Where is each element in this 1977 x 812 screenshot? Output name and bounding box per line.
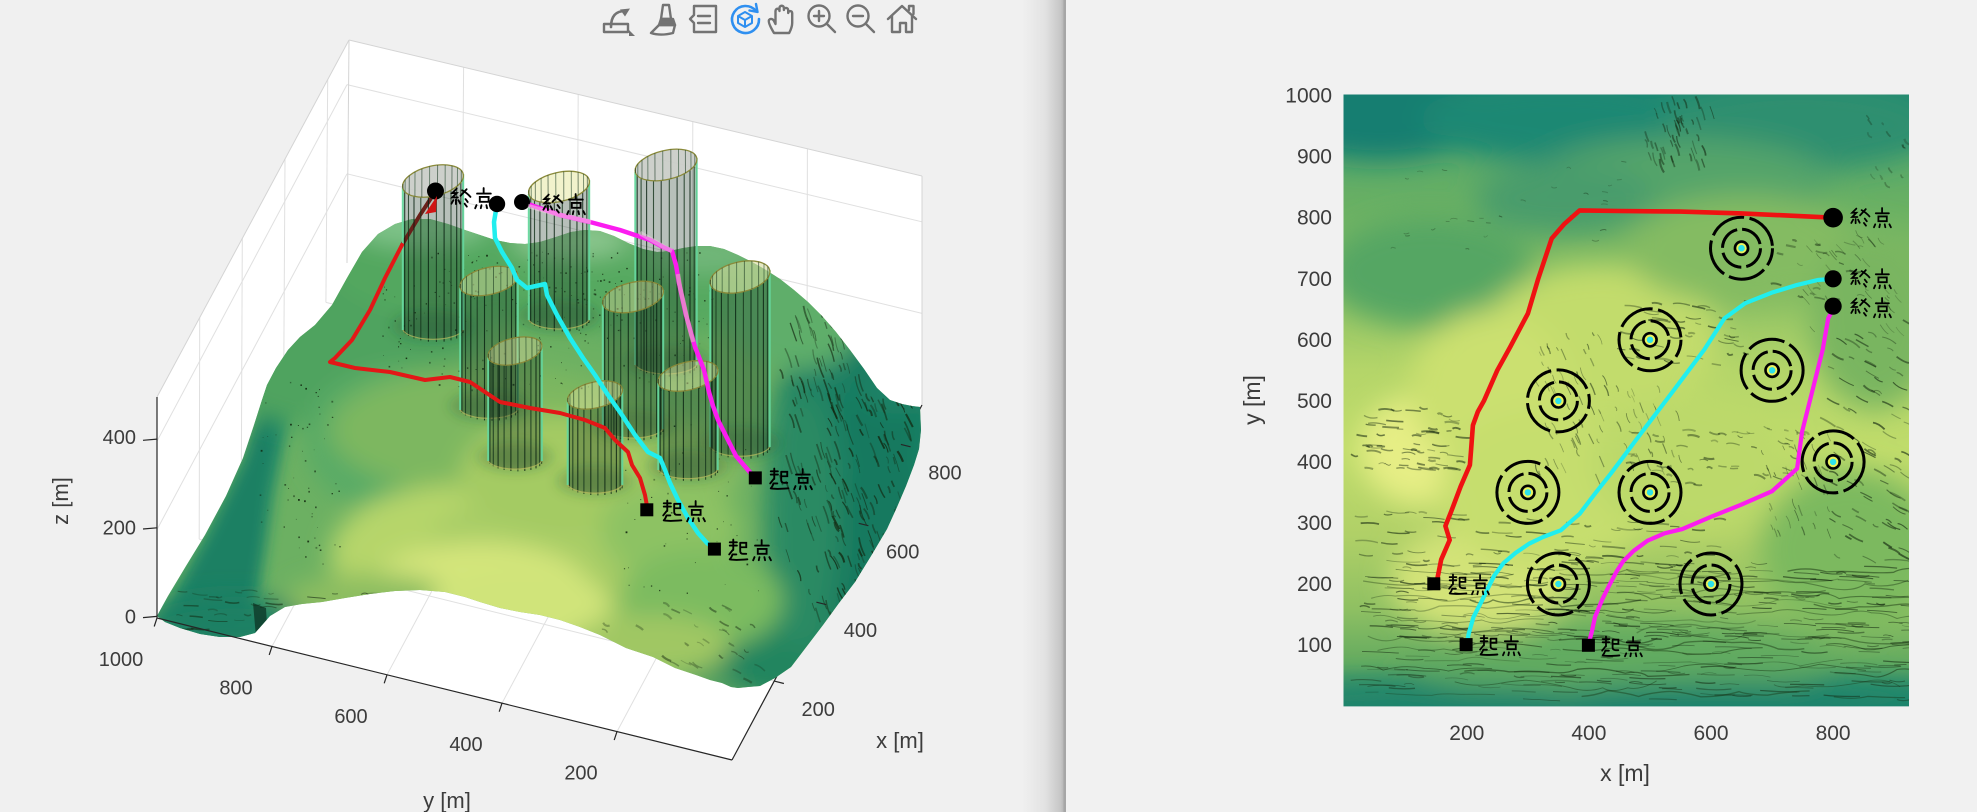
svg-text:800: 800 — [1816, 722, 1851, 745]
svg-text:y [m]: y [m] — [423, 788, 471, 812]
svg-text:1000: 1000 — [1285, 85, 1332, 108]
svg-text:200: 200 — [802, 699, 835, 721]
svg-text:300: 300 — [1297, 512, 1332, 535]
svg-text:400: 400 — [449, 734, 482, 756]
svg-text:700: 700 — [1297, 268, 1332, 291]
svg-text:z [m]: z [m] — [48, 477, 73, 525]
svg-text:100: 100 — [1297, 634, 1332, 657]
svg-text:900: 900 — [1297, 146, 1332, 169]
svg-text:500: 500 — [1297, 390, 1332, 413]
svg-text:0: 0 — [125, 606, 136, 628]
svg-text:600: 600 — [886, 541, 919, 563]
svg-text:200: 200 — [1297, 573, 1332, 596]
svg-text:400: 400 — [1297, 451, 1332, 474]
svg-text:800: 800 — [928, 462, 961, 484]
svg-text:x [m]: x [m] — [1600, 760, 1650, 786]
svg-text:400: 400 — [1571, 722, 1606, 745]
svg-text:800: 800 — [219, 677, 252, 699]
svg-text:400: 400 — [844, 620, 877, 642]
svg-text:200: 200 — [1449, 722, 1484, 745]
svg-text:200: 200 — [103, 518, 136, 540]
svg-text:1000: 1000 — [99, 649, 144, 671]
svg-text:600: 600 — [334, 706, 367, 728]
svg-text:x [m]: x [m] — [876, 728, 924, 753]
svg-text:800: 800 — [1297, 207, 1332, 230]
svg-text:600: 600 — [1297, 329, 1332, 352]
svg-text:y [m]: y [m] — [1239, 375, 1265, 425]
svg-text:400: 400 — [103, 427, 136, 449]
svg-text:600: 600 — [1693, 722, 1728, 745]
svg-text:200: 200 — [564, 763, 597, 785]
